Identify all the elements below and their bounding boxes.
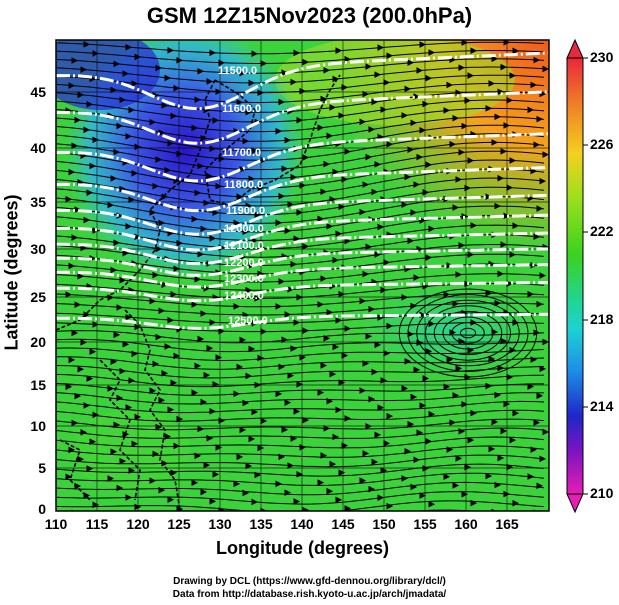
xtick-155: 155 [413, 516, 437, 532]
contour-label: 11500.0 [218, 65, 257, 77]
ytick-10: 10 [30, 418, 46, 434]
contour-label: 11700.0 [222, 147, 261, 159]
contour-label: 12100.0 [224, 240, 264, 252]
ytick-35: 35 [30, 194, 46, 210]
map-title: GSM 12Z15Nov2023 (200.0hPa) [146, 3, 473, 28]
ytick-25: 25 [30, 289, 46, 305]
contour-label: 12300.0 [224, 273, 264, 285]
colorbar-tick-218: 218 [590, 311, 614, 327]
xtick-110: 110 [44, 516, 68, 532]
contour-label: 12400.0 [224, 290, 264, 302]
xtick-160: 160 [454, 516, 478, 532]
colorbar [566, 38, 588, 514]
colorbar-tick-226: 226 [590, 136, 614, 152]
contour-label: 12500.0 [228, 315, 268, 327]
contour-label: 12000.0 [224, 223, 264, 235]
ytick-5: 5 [38, 460, 46, 476]
xtick-130: 130 [208, 516, 232, 532]
ytick-0: 0 [38, 501, 46, 517]
xtick-140: 140 [290, 516, 314, 532]
colorbar-min-arrow [566, 493, 584, 514]
contour-label: 12200.0 [224, 257, 264, 269]
height-contours [56, 51, 549, 330]
colorbar-tick-222: 222 [590, 223, 614, 239]
ytick-45: 45 [30, 84, 46, 100]
ytick-40: 40 [30, 140, 46, 156]
colorbar-max-arrow [566, 38, 584, 59]
xtick-120: 120 [126, 516, 150, 532]
xtick-145: 145 [331, 516, 355, 532]
contour-label: 11600.0 [222, 103, 261, 115]
ytick-20: 20 [30, 334, 46, 350]
credit-dcl: Drawing by DCL (https://www.gfd-dennou.o… [173, 576, 446, 587]
y-axis-label: Latitude (degrees) [1, 194, 22, 351]
xtick-165: 165 [495, 516, 519, 532]
xtick-125: 125 [167, 516, 191, 532]
colorbar-tick-230: 230 [590, 49, 614, 65]
xtick-115: 115 [85, 516, 109, 532]
credit-data-source: Data from http://database.rish.kyoto-u.a… [172, 589, 447, 600]
colorbar-tick-214: 214 [590, 398, 614, 414]
contour-label: 11800.0 [224, 179, 263, 191]
x-axis-label: Longitude (degrees) [215, 538, 389, 558]
xtick-135: 135 [249, 516, 273, 532]
ytick-15: 15 [30, 377, 46, 393]
contour-labels: 11500.0 11600.0 11700.0 11800.0 11900.0 12000… [218, 65, 268, 327]
contour-label: 11900.0 [226, 205, 265, 217]
plot-frame [55, 39, 550, 512]
xtick-150: 150 [372, 516, 396, 532]
ytick-30: 30 [30, 241, 46, 257]
colorbar-tick-210: 210 [590, 485, 614, 501]
